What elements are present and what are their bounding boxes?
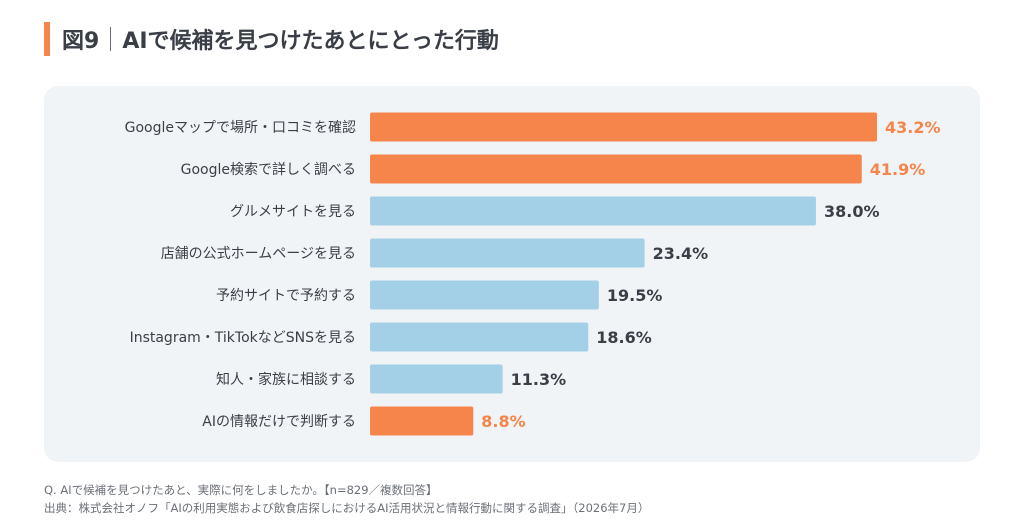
figure-title: 図9 AIで候補を見つけたあとにとった行動 [44, 22, 499, 56]
bar [370, 112, 877, 142]
value-label: 19.5% [607, 286, 663, 305]
chart-title: AIで候補を見つけたあとにとった行動 [122, 29, 499, 54]
source-note: 出典：株式会社オノフ「AIの利用実態および飲食店探しにおけるAI活用状況と情報行… [44, 501, 650, 515]
category-label: 予約サイトで予約する [216, 288, 356, 304]
bar-chart: Googleマップで場所・口コミを確認 43.2% Google検索で詳しく調べる 4… [125, 112, 941, 436]
bar [370, 322, 589, 352]
chart-panel: Googleマップで場所・口コミを確認 43.2% Google検索で詳しく調べる 4… [44, 86, 980, 462]
category-label: AIの情報だけで判断する [202, 414, 356, 430]
bar [370, 364, 503, 394]
value-label: 43.2% [885, 118, 941, 137]
value-label: 23.4% [653, 244, 709, 263]
bar [370, 196, 816, 226]
category-label: 店舗の公式ホームページを見る [161, 246, 356, 262]
category-label: グルメサイトを見る [230, 204, 356, 220]
value-label: 41.9% [870, 160, 926, 179]
figure-number: 図9 [62, 29, 100, 54]
category-label: Googleマップで場所・口コミを確認 [125, 120, 356, 136]
category-label: 知人・家族に相談する [216, 371, 356, 388]
survey-question-note: Q. AIで候補を見つけたあと、実際に何をしましたか。【n=829／複数回答】 [44, 483, 438, 497]
title-separator [110, 27, 112, 51]
value-label: 18.6% [596, 328, 652, 347]
bar [370, 280, 599, 310]
category-label: Instagram・TikTokなどSNSを見る [130, 330, 356, 346]
value-label: 38.0% [824, 202, 880, 221]
category-label: Google検索で詳しく調べる [181, 161, 356, 178]
value-label: 11.3% [511, 370, 567, 389]
value-label: 8.8% [481, 412, 525, 431]
bar [370, 406, 474, 436]
bar [370, 154, 862, 184]
title-accent-bar [44, 22, 50, 56]
bar [370, 238, 645, 268]
